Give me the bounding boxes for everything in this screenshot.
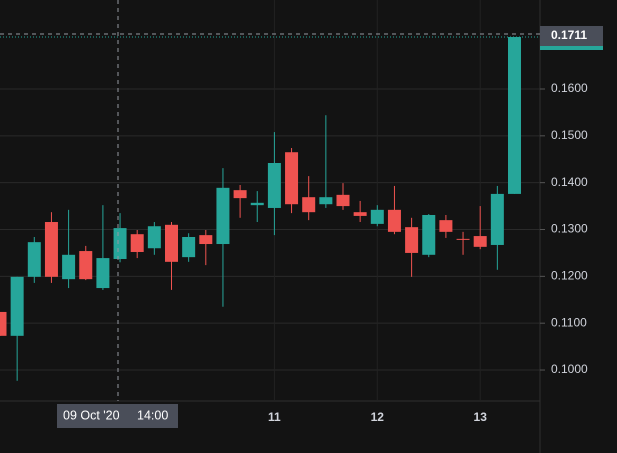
candle-body [405,227,419,253]
candle-body [336,194,350,207]
y-tick-label: 0.1200 [551,269,588,283]
candle-body [456,238,470,240]
candle-body [10,276,24,336]
candle-body [319,197,333,205]
crosshair-date: 09 Oct '20 [63,408,120,422]
candle-body [233,190,247,199]
x-tick-label: 12 [371,410,385,424]
candle-body [302,197,316,213]
y-tick-label: 0.1600 [551,81,588,95]
x-tick-label: 11 [268,410,281,424]
candle-body [285,152,299,205]
candle-body [0,311,7,336]
candle-body [79,251,93,280]
y-tick-label: 0.1100 [551,315,587,329]
candle-body [439,220,453,232]
y-tick-label: 0.1400 [551,175,588,189]
y-tick-label: 0.1300 [551,222,588,236]
crosshair-time: 14:00 [137,408,168,422]
candle-body [27,242,41,277]
candles [0,37,521,381]
candle-body [422,214,436,255]
candle-body [490,193,504,245]
candle-body [44,222,58,277]
last-price-label: 0.1711 [551,28,587,42]
candle-body [216,187,230,245]
candle-body [267,162,281,208]
candle-body [473,236,487,247]
candle-body [199,235,213,245]
candle-body [62,254,76,280]
candle-body [147,226,161,249]
last-price-bar [540,45,603,51]
y-tick-label: 0.1500 [551,128,588,142]
candle-body [370,209,384,224]
candle-body [353,212,367,216]
candle-body [250,202,264,206]
crosshair-label-box [57,404,178,428]
candle-body [165,224,178,262]
candle-body [387,209,401,232]
last-price-box [540,26,603,47]
candle-body [113,228,127,260]
candle-body [508,37,521,194]
candle-body [130,234,144,252]
y-tick-label: 0.1000 [551,362,588,376]
candle-body [96,258,110,289]
candle-body [182,237,196,258]
x-tick-label: 13 [474,410,488,424]
